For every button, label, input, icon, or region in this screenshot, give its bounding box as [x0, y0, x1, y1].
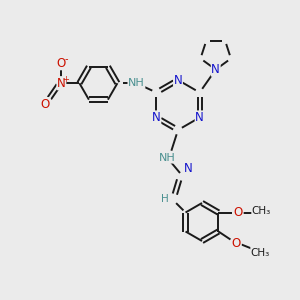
- Text: N: N: [211, 63, 220, 76]
- Text: O: O: [41, 98, 50, 111]
- Text: CH₃: CH₃: [251, 248, 270, 257]
- Text: -: -: [65, 54, 68, 64]
- Text: N: N: [195, 111, 204, 124]
- Text: N: N: [152, 111, 161, 124]
- Text: O: O: [234, 206, 243, 219]
- Text: N: N: [174, 74, 182, 86]
- Text: NH: NH: [159, 153, 176, 163]
- Text: N: N: [184, 163, 192, 176]
- Text: O: O: [57, 57, 66, 70]
- Text: CH₃: CH₃: [252, 206, 271, 217]
- Text: N: N: [57, 77, 66, 90]
- Text: +: +: [62, 75, 69, 84]
- Text: O: O: [232, 237, 241, 250]
- Text: NH: NH: [128, 78, 145, 88]
- Text: H: H: [161, 194, 169, 204]
